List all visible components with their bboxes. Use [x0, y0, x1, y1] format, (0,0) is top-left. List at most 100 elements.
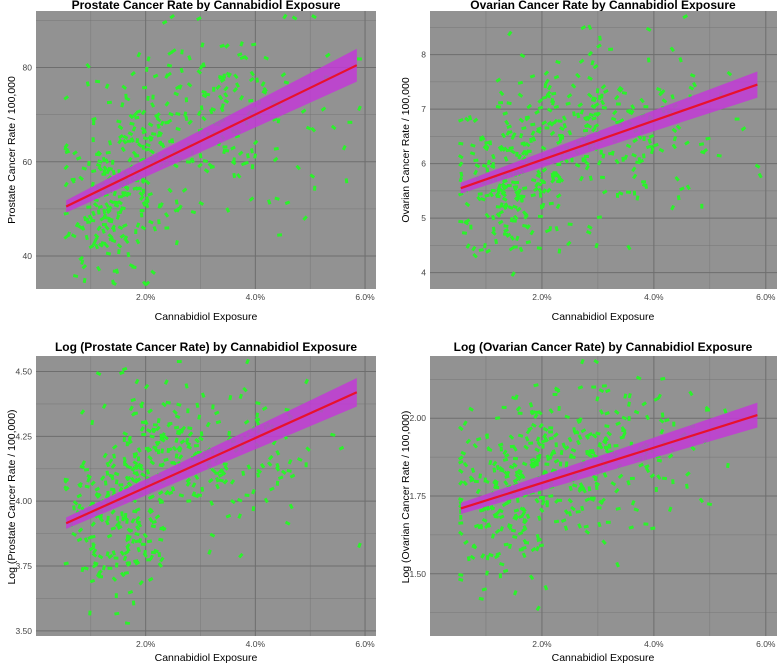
scatter-point — [653, 142, 659, 148]
scatter-point — [77, 527, 84, 533]
scatter-point — [135, 138, 140, 144]
scatter-point — [481, 163, 488, 169]
scatter-point — [484, 433, 490, 440]
scatter-point — [259, 462, 266, 469]
scatter-point — [174, 437, 179, 444]
scatter-point — [185, 477, 192, 484]
scatter-point — [81, 264, 88, 270]
scatter-point — [541, 188, 547, 194]
scatter-point — [141, 144, 145, 150]
x-tick-label: 2.0% — [532, 292, 552, 302]
scatter-point — [160, 432, 166, 438]
scatter-point — [593, 102, 600, 108]
scatter-point — [107, 553, 114, 560]
scatter-point — [91, 552, 98, 558]
scatter-point — [147, 192, 153, 197]
scatter-point — [538, 495, 544, 500]
scatter-point — [91, 169, 97, 174]
scatter-point — [513, 214, 519, 221]
scatter-points — [457, 358, 730, 612]
scatter-point — [614, 158, 620, 165]
scatter-point — [338, 445, 345, 451]
scatter-point — [570, 505, 576, 512]
scatter-point — [179, 439, 186, 445]
scatter-point — [458, 480, 464, 486]
scatter-point — [670, 94, 675, 100]
scatter-point — [543, 436, 549, 443]
scatter-point — [230, 498, 236, 505]
scatter-point — [553, 74, 560, 80]
scatter-point — [492, 512, 499, 518]
scatter-point — [468, 475, 475, 481]
scatter-point — [529, 137, 533, 144]
scatter-point — [503, 480, 509, 486]
scatter-point — [484, 145, 490, 152]
scatter-point — [550, 172, 556, 178]
scatter-point — [623, 393, 628, 399]
scatter-point — [103, 480, 108, 486]
scatter-point — [555, 203, 561, 210]
scatter-point — [173, 425, 180, 430]
scatter-point — [706, 502, 713, 507]
scatter-point — [563, 525, 569, 531]
x-tick-label: 2.0% — [532, 639, 552, 649]
scatter-point — [498, 209, 505, 215]
scatter-point — [212, 86, 216, 92]
scatter-point — [347, 120, 353, 124]
scatter-point — [357, 105, 362, 112]
scatter-point — [186, 499, 192, 503]
scatter-point — [119, 550, 125, 557]
scatter-point — [560, 518, 567, 523]
scatter-point — [139, 426, 145, 432]
scatter-point — [149, 494, 155, 500]
scatter-point — [457, 425, 464, 432]
scatter-point — [528, 574, 535, 581]
scatter-point — [525, 513, 531, 520]
scatter-point — [705, 136, 711, 141]
scatter-point — [626, 480, 631, 486]
chart-title: Ovarian Cancer Rate by Cannabidiol Expos… — [470, 0, 736, 12]
scatter-point — [122, 431, 129, 437]
scatter-point — [102, 165, 108, 172]
scatter-point — [175, 111, 181, 116]
scatter-point — [521, 527, 527, 533]
scatter-point — [110, 509, 116, 515]
scatter-point — [166, 71, 172, 78]
scatter-point — [198, 200, 205, 206]
scatter-point — [600, 175, 605, 180]
scatter-point — [567, 129, 573, 136]
scatter-point — [256, 468, 263, 474]
scatter-point — [547, 84, 552, 91]
scatter-point — [529, 229, 535, 236]
scatter-point — [201, 89, 207, 95]
scatter-point — [149, 459, 156, 466]
scatter-point — [529, 462, 535, 469]
scatter-point — [110, 463, 117, 469]
scatter-point — [599, 149, 603, 155]
scatter-point — [74, 221, 80, 228]
scatter-point — [90, 218, 96, 223]
scatter-point — [248, 76, 255, 83]
scatter-point — [239, 41, 244, 47]
scatter-point — [503, 453, 510, 459]
scatter-point — [543, 70, 550, 76]
scatter-point — [232, 157, 236, 163]
scatter-point — [113, 471, 120, 477]
scatter-point — [641, 401, 648, 407]
scatter-point — [580, 25, 587, 31]
scatter-point — [184, 115, 189, 122]
scatter-point — [570, 455, 576, 459]
scatter-point — [554, 442, 558, 448]
scatter-point — [91, 116, 97, 122]
scatter-point — [215, 419, 222, 425]
scatter-point — [145, 66, 149, 72]
scatter-point — [137, 537, 143, 544]
scatter-point — [650, 526, 656, 531]
scatter-point — [192, 451, 198, 457]
regression-line — [460, 83, 758, 190]
scatter-point — [304, 462, 308, 468]
scatter-point — [573, 430, 579, 435]
scatter-point — [630, 104, 636, 110]
scatter-point — [126, 139, 132, 143]
scatter-point — [537, 105, 544, 110]
